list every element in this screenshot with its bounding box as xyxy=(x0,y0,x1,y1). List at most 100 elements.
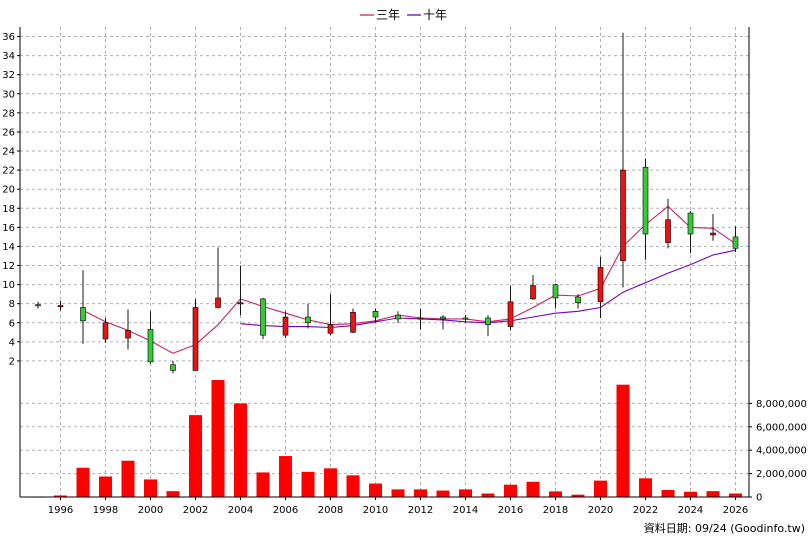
volume-bar xyxy=(234,403,247,497)
legend-ma10-label: 十年 xyxy=(423,8,447,22)
legend-ma3-label: 三年 xyxy=(376,8,400,22)
candle-body xyxy=(440,316,446,320)
volume-bars xyxy=(31,380,742,498)
price-tick-label: 36 xyxy=(2,32,15,43)
x-tick-label: 2026 xyxy=(723,505,748,516)
volume-bar xyxy=(459,489,472,497)
price-tick-label: 8 xyxy=(9,299,15,310)
volume-tick-label: 2,000,000 xyxy=(756,469,807,480)
volume-y-axis: 0 2,000,000 4,000,000 6,000,000 8,000,000 xyxy=(749,399,807,504)
candle-body xyxy=(687,212,694,235)
candle-body xyxy=(260,298,266,336)
candle-body xyxy=(597,267,604,303)
x-tick-label: 2000 xyxy=(138,505,163,516)
volume-panel: 0 2,000,000 4,000,000 6,000,000 8,000,000 xyxy=(19,380,807,504)
volume-bar xyxy=(211,380,225,497)
candle-body xyxy=(215,297,221,308)
x-tick-label: 2010 xyxy=(363,505,388,516)
x-tick-label: 2002 xyxy=(183,505,208,516)
candle-body xyxy=(732,236,739,249)
x-tick-label: 1998 xyxy=(93,505,118,516)
price-tick-label: 2 xyxy=(9,356,15,367)
candle-body xyxy=(710,232,716,236)
price-tick-label: 6 xyxy=(9,318,15,329)
volume-bar xyxy=(99,476,112,497)
candle-body xyxy=(35,304,41,307)
price-tick-label: 10 xyxy=(2,280,15,291)
candle-body xyxy=(192,307,199,371)
x-tick-label: 2020 xyxy=(588,505,613,516)
volume-bar xyxy=(166,491,180,497)
x-axis: 1996 1998 2000 2002 2004 2006 2008 2010 2012 2014… xyxy=(48,497,748,516)
volume-bar xyxy=(549,491,562,497)
volume-bar xyxy=(391,489,405,497)
volume-tick-label: 6,000,000 xyxy=(756,422,807,433)
volume-bar xyxy=(639,478,652,497)
volume-bar xyxy=(481,493,495,497)
volume-tick-label: 0 xyxy=(756,493,762,504)
price-tick-label: 26 xyxy=(2,127,15,138)
candle-body xyxy=(102,322,109,340)
x-tick-label: 2004 xyxy=(228,505,253,516)
legend: 三年 十年 xyxy=(360,8,447,22)
price-tick-label: 28 xyxy=(2,108,15,119)
x-tick-label: 2022 xyxy=(633,505,658,516)
volume-bar xyxy=(121,460,135,497)
price-tick-label: 14 xyxy=(2,242,15,253)
candle-body xyxy=(620,169,626,262)
volume-bar xyxy=(571,494,585,497)
price-tick-label: 16 xyxy=(2,223,15,234)
candle-body xyxy=(417,317,424,320)
volume-bar xyxy=(76,467,90,497)
volume-bar xyxy=(684,491,697,497)
volume-bar xyxy=(414,489,427,497)
volume-bar xyxy=(369,483,382,497)
volume-bar xyxy=(436,490,450,497)
volume-bar xyxy=(279,456,292,497)
price-tick-label: 4 xyxy=(9,337,15,348)
candle-body xyxy=(125,330,131,339)
candle-body xyxy=(507,301,514,327)
price-tick-label: 22 xyxy=(2,166,15,177)
candle-body xyxy=(395,314,401,320)
volume-bar xyxy=(706,491,720,497)
volume-bar xyxy=(189,415,202,497)
candle-body xyxy=(462,317,469,320)
x-tick-label: 1996 xyxy=(48,505,73,516)
x-tick-label: 2006 xyxy=(273,505,298,516)
source-note: 資料日期: 09/24 (Goodinfo.tw) xyxy=(644,521,805,535)
volume-bar xyxy=(661,489,675,497)
price-candles xyxy=(35,32,739,374)
candle-body xyxy=(237,302,244,305)
x-tick-label: 2016 xyxy=(498,505,523,516)
candle-body xyxy=(282,316,289,336)
candle-body xyxy=(665,219,671,243)
volume-bar xyxy=(594,480,607,497)
volume-bar xyxy=(144,479,157,497)
price-plot-area xyxy=(20,27,749,380)
candle-body xyxy=(305,316,311,324)
price-tick-label: 12 xyxy=(2,261,15,272)
candle-body xyxy=(350,311,356,333)
volume-bar xyxy=(324,468,337,497)
candle-body xyxy=(530,285,536,300)
volume-tick-label: 4,000,000 xyxy=(756,446,807,457)
price-tick-label: 20 xyxy=(2,185,15,196)
volume-bar xyxy=(729,493,742,497)
candle-body xyxy=(372,311,379,318)
price-tick-label: 32 xyxy=(2,70,15,81)
candle-body xyxy=(552,284,559,299)
candle-body xyxy=(80,307,86,322)
volume-bar xyxy=(504,484,517,497)
volume-bar xyxy=(526,481,540,497)
x-tick-label: 2014 xyxy=(453,505,478,516)
price-tick-label: 30 xyxy=(2,89,15,100)
price-tick-label: 34 xyxy=(2,51,15,62)
x-tick-label: 2008 xyxy=(318,505,343,516)
x-tick-label: 2024 xyxy=(678,505,703,516)
price-tick-label: 18 xyxy=(2,204,15,215)
candle-body xyxy=(57,305,64,308)
